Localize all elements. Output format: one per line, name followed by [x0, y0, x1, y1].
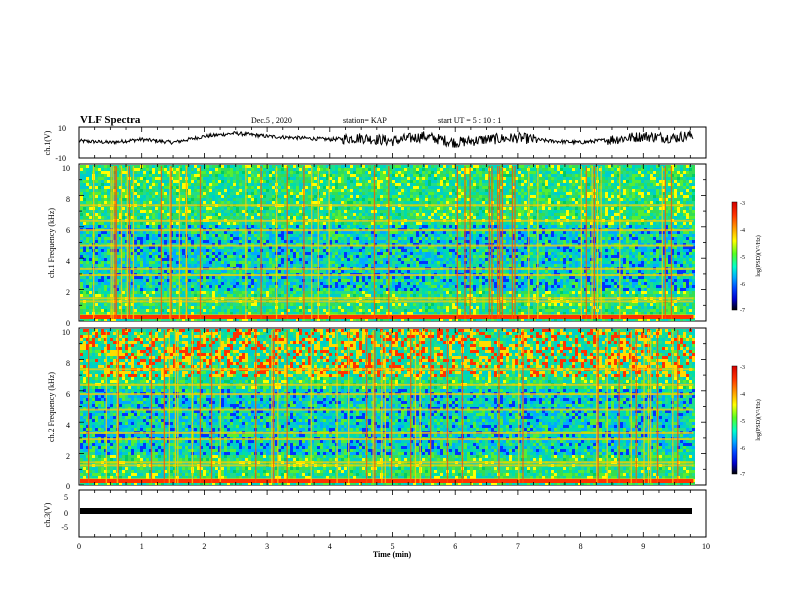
ch1-freq-tick-2: 2 [66, 288, 70, 297]
colorbar-ch2-tick-7: -7 [740, 472, 745, 478]
ch2-freq-tick-10: 10 [62, 328, 70, 337]
ch1-freq-tick-8: 8 [66, 195, 70, 204]
ch1-freq-tick-6: 6 [66, 226, 70, 235]
colorbar-ch1-tick-7: -7 [740, 308, 745, 314]
colorbar-ch2-tick-4: -4 [740, 392, 745, 398]
xtick-3: 3 [265, 542, 269, 551]
ch1-freq-tick-4: 4 [66, 257, 70, 266]
colorbar-ch2-label: log(PSD)(V²/Hz) [755, 399, 762, 440]
ch1-waveform-ylabel: ch.1(V) [43, 130, 52, 155]
ch1-waveform-panel: 10 -10 ch.1(V) [43, 124, 706, 163]
ch3-waveform-line [80, 508, 692, 514]
xtick-7: 7 [516, 542, 520, 551]
ch1-freq-tick-0: 0 [66, 319, 70, 328]
colorbar-ch2-tick-5: -5 [740, 419, 745, 425]
ch2-freq-tick-6: 6 [66, 390, 70, 399]
colorbar-ch2-gradient [732, 366, 737, 474]
colorbar-ch2-tick-3: -3 [740, 365, 745, 371]
colorbar-ch1-gradient [732, 202, 737, 310]
xtick-1: 1 [140, 542, 144, 551]
colorbar-ch1-tick-5: -5 [740, 255, 745, 261]
xtick-6: 6 [453, 542, 457, 551]
ch1-freq-tick-10: 10 [62, 164, 70, 173]
ch3-ytick-mid: 0 [64, 509, 68, 518]
ch1-spectrogram-image [80, 165, 695, 321]
xtick-0: 0 [77, 542, 81, 551]
ch3-waveform-panel: 5 0 -5 ch.3(V) [43, 490, 706, 537]
ch2-freq-tick-8: 8 [66, 359, 70, 368]
ch1-ytick-bottom: -10 [55, 154, 66, 163]
time-axis-label: Time (min) [373, 550, 412, 559]
xtick-10: 10 [702, 542, 710, 551]
colorbar-ch2-tick-6: -6 [740, 446, 745, 452]
colorbar-ch1-label: log(PSD)(V²/Hz) [755, 235, 762, 276]
ch1-spectrogram-panel: 10 8 6 4 2 0 ch.1 Frequency (kHz) [47, 164, 706, 328]
ch3-ytick-bottom: -5 [61, 523, 68, 532]
start-time-label: start UT = 5 : 10 : 1 [438, 116, 501, 125]
ch2-freq-tick-4: 4 [66, 421, 70, 430]
time-axis: 0 1 2 3 4 5 6 7 8 9 10 Time (min) [77, 542, 710, 559]
ch3-waveform-ylabel: ch.3(V) [43, 502, 52, 527]
xtick-4: 4 [328, 542, 332, 551]
ch2-freq-tick-0: 0 [66, 482, 70, 491]
ch2-spectrogram-image [80, 329, 695, 485]
xtick-8: 8 [579, 542, 583, 551]
ch3-ytick-top: 5 [64, 493, 68, 502]
colorbar-ch2: -3 -4 -5 -6 -7 log(PSD)(V²/Hz) [732, 365, 762, 478]
figure-title: VLF Spectra [80, 114, 141, 126]
date-label: Dec.5 , 2020 [251, 116, 292, 125]
colorbar-ch1-tick-3: -3 [740, 201, 745, 207]
vlf-spectra-figure: VLF Spectra Dec.5 , 2020 station= KAP st… [0, 0, 792, 612]
xtick-2: 2 [202, 542, 206, 551]
xtick-9: 9 [641, 542, 645, 551]
ch2-spectrogram-ylabel: ch.2 Frequency (kHz) [47, 372, 56, 442]
ch2-freq-tick-2: 2 [66, 452, 70, 461]
ch2-spectrogram-panel: 10 8 6 4 2 0 ch.2 Frequency (kHz) [47, 328, 706, 491]
colorbar-ch1-tick-6: -6 [740, 282, 745, 288]
ch1-spectrogram-ylabel: ch.1 Frequency (kHz) [47, 208, 56, 278]
station-label: station= KAP [343, 116, 387, 125]
colorbar-ch1-tick-4: -4 [740, 228, 745, 234]
colorbar-ch1: -3 -4 -5 -6 -7 log(PSD)(V²/Hz) [732, 201, 762, 314]
ch1-ytick-top: 10 [58, 124, 66, 133]
